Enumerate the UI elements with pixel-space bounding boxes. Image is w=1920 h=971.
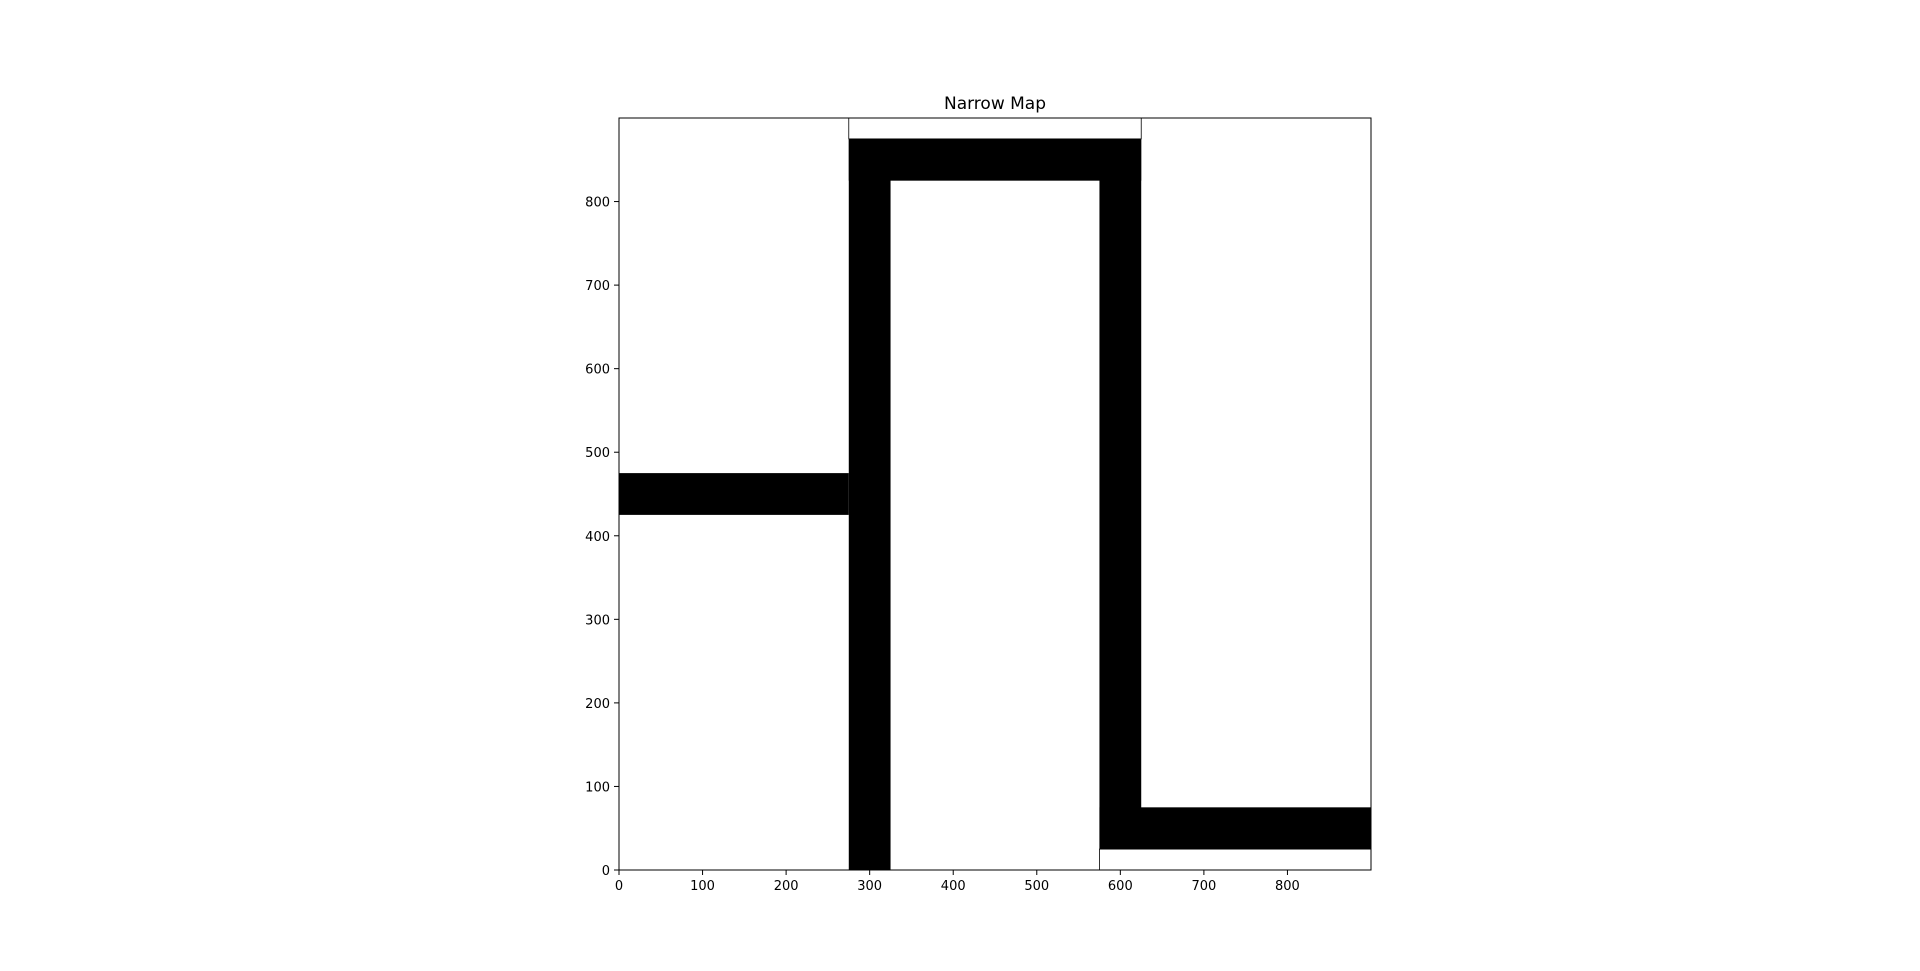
y-axis: 0 100 200 300 400 500 600 700 800 [585, 196, 619, 879]
x-tick-label: 0 [615, 879, 623, 894]
y-tick-label: 800 [585, 196, 610, 211]
x-tick-label: 400 [941, 879, 966, 894]
y-tick-label: 700 [585, 279, 610, 294]
x-tick-label: 800 [1275, 879, 1300, 894]
x-tick-label: 300 [857, 879, 882, 894]
y-tick-label: 100 [585, 780, 610, 795]
x-tick-label: 700 [1191, 879, 1216, 894]
y-tick-label: 0 [602, 864, 610, 879]
plot-area [618, 117, 1372, 871]
chart-title: Narrow Map [944, 94, 1046, 114]
x-tick-label: 500 [1024, 879, 1049, 894]
obstacle-block [1099, 138, 1142, 850]
x-tick-label: 200 [774, 879, 799, 894]
plot-frame [618, 117, 1372, 871]
y-tick-label: 400 [585, 530, 610, 545]
x-tick-label: 100 [690, 879, 715, 894]
y-tick-label: 300 [585, 613, 610, 628]
obstacle-block [1099, 807, 1371, 850]
obstacle-block [619, 473, 849, 515]
y-tick-label: 500 [585, 446, 610, 461]
x-axis: 0 100 200 300 400 500 600 700 800 [615, 870, 1300, 894]
y-tick-label: 600 [585, 363, 610, 378]
obstacle-block [848, 138, 891, 870]
obstacle-block [848, 138, 1142, 181]
y-tick-label: 200 [585, 697, 610, 712]
x-tick-label: 600 [1108, 879, 1133, 894]
